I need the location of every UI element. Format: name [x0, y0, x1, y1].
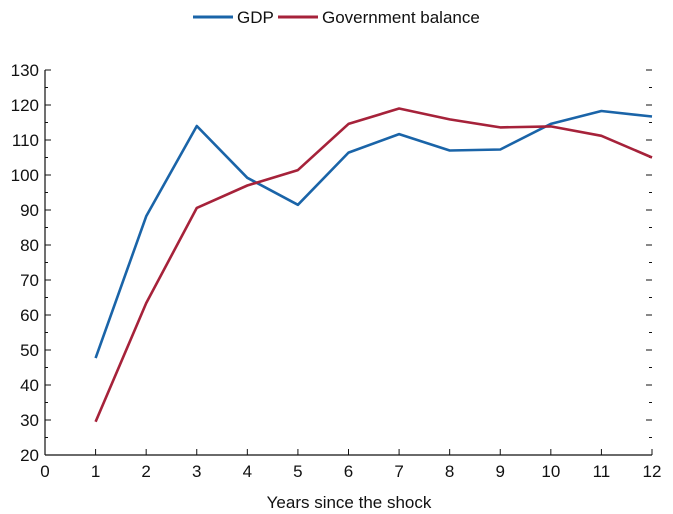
legend-label: Government balance: [322, 8, 480, 27]
y-tick-label: 80: [20, 236, 39, 255]
x-tick-label: 1: [91, 462, 100, 481]
x-tick-label: 12: [643, 462, 662, 481]
x-tick-label: 11: [593, 462, 611, 481]
x-tick-label: 2: [141, 462, 150, 481]
x-tick-label: 0: [40, 462, 49, 481]
x-tick-label: 3: [192, 462, 201, 481]
series-line-gdp: [94, 109, 653, 359]
y-tick-label: 100: [11, 166, 39, 185]
y-tick-label: 30: [20, 411, 39, 430]
y-tick-label: 90: [20, 201, 39, 220]
x-tick-label: 7: [394, 462, 403, 481]
y-tick-label: 60: [20, 306, 39, 325]
legend-label: GDP: [237, 8, 274, 27]
y-tick-label: 40: [20, 376, 39, 395]
y-tick-label: 110: [12, 131, 39, 150]
chart-legend: GDP Government balance: [193, 8, 480, 27]
y-tick-label: 50: [20, 341, 39, 360]
y-tick-label: 20: [20, 446, 39, 465]
x-tick-label: 9: [496, 462, 505, 481]
x-tick-label: 8: [445, 462, 454, 481]
x-tick-label: 6: [344, 462, 353, 481]
y-tick-label: 70: [20, 271, 39, 290]
x-tick-label: 10: [541, 462, 560, 481]
y-tick-label: 120: [11, 96, 39, 115]
series-line-government-balance: [94, 107, 653, 423]
x-tick-label: 4: [243, 462, 252, 481]
chart-series: [94, 107, 653, 423]
x-axis-title: Years since the shock: [267, 493, 432, 512]
x-tick-label: 5: [293, 462, 302, 481]
y-tick-label: 130: [11, 61, 39, 80]
